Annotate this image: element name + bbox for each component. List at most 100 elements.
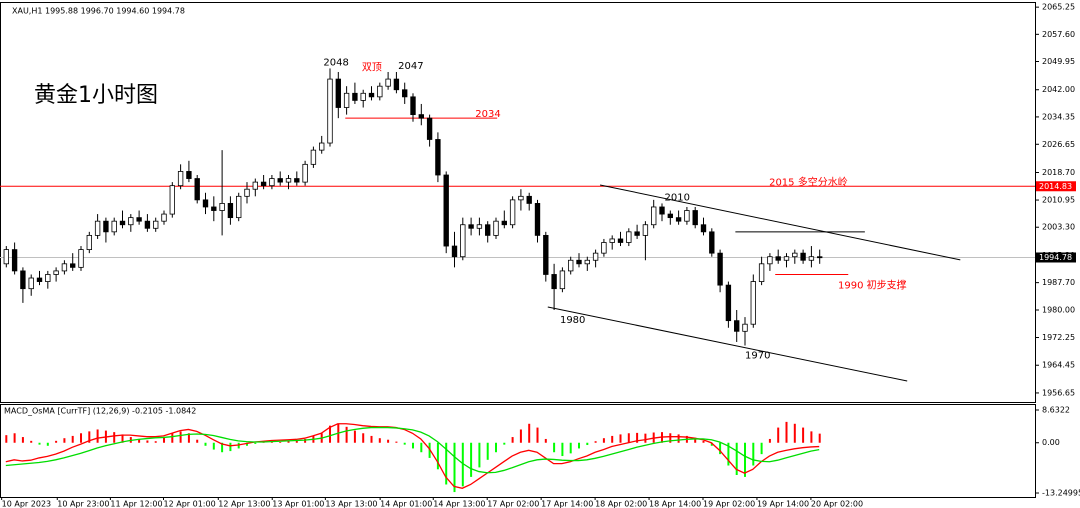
y-tick-label: 1956.65	[1042, 388, 1075, 397]
x-tick-label: 13 Apr 01:00	[272, 500, 324, 508]
histogram-bar	[403, 442, 406, 445]
candle-body	[36, 277, 43, 282]
candle-body	[136, 217, 142, 222]
candle-body	[45, 274, 51, 282]
candle-body	[800, 252, 806, 261]
candle-body	[177, 171, 184, 187]
candle-body	[418, 114, 424, 119]
histogram-bar	[5, 435, 8, 443]
candle-body	[277, 178, 283, 183]
histogram-bar	[644, 433, 647, 443]
histogram-bar	[586, 442, 589, 446]
candle-body	[534, 203, 541, 236]
histogram-bar	[362, 433, 365, 443]
histogram-bar	[287, 441, 290, 443]
candle-body	[310, 149, 317, 165]
candle-body	[20, 270, 26, 290]
x-tick-label: 17 Apr 14:00	[541, 500, 593, 508]
candle-body	[335, 78, 341, 108]
x-tick-label: 10 Apr 2023	[2, 500, 51, 508]
candle-body	[28, 277, 34, 290]
candle-body	[368, 92, 375, 98]
trendline	[547, 306, 908, 382]
candle-body	[626, 231, 632, 243]
histogram-bar	[46, 442, 49, 446]
histogram-bar	[528, 423, 531, 443]
histogram-bar	[196, 439, 199, 443]
candle-body	[543, 234, 549, 275]
histogram-bar	[179, 431, 182, 443]
y-tick-label: 2026.65	[1042, 140, 1075, 149]
histogram-bar	[212, 442, 215, 450]
indicator-line	[5, 423, 820, 489]
candle-body	[725, 284, 732, 322]
plot-layer: 2065.25 2057.60 2049.95 2042.00 2034.35 2026.…	[0, 3, 1080, 508]
histogram-bar	[611, 435, 614, 443]
y-tick-label: 1964.45	[1042, 361, 1075, 370]
histogram-bar	[461, 442, 464, 487]
histogram-bar	[793, 423, 796, 443]
histogram-bar	[38, 442, 41, 445]
histogram-bar	[246, 442, 249, 446]
histogram-bar	[495, 442, 498, 453]
histogram-bar	[55, 440, 58, 443]
histogram-bar	[412, 442, 415, 449]
candle-body	[559, 270, 566, 290]
candle-body	[817, 256, 823, 259]
y-tick-label: 2018.70	[1042, 168, 1075, 177]
candle-body	[11, 249, 18, 272]
candle-body	[219, 203, 225, 211]
histogram-bar	[88, 431, 91, 443]
histogram-bar	[138, 438, 141, 443]
histogram-bar	[752, 442, 755, 466]
candle-body	[327, 78, 333, 144]
candle-body	[128, 217, 134, 226]
candle-body	[792, 252, 798, 258]
candle-body	[435, 139, 441, 176]
histogram-bar	[569, 442, 572, 454]
candle-body	[642, 224, 649, 236]
note: 双顶	[362, 62, 382, 74]
candle-body	[634, 231, 640, 236]
y-tick-label: 0.00	[1042, 438, 1060, 447]
candle-body	[244, 188, 250, 197]
y-tick-label: 8.6322	[1042, 405, 1070, 414]
y-tick-label: 1972.25	[1042, 333, 1075, 342]
candle-body	[260, 181, 267, 187]
histogram-bar	[329, 425, 332, 443]
candle-body	[269, 178, 275, 187]
candle-body	[360, 92, 366, 101]
y-tick-label: 2003.30	[1042, 223, 1075, 232]
candle-body	[509, 199, 516, 226]
x-tick-label: 18 Apr 02:00	[595, 500, 647, 508]
histogram-bar	[627, 433, 630, 443]
histogram-bar	[187, 433, 190, 443]
histogram-bar	[511, 437, 514, 443]
candle-body	[194, 178, 200, 201]
candle-body	[3, 249, 9, 265]
candle-body	[402, 89, 408, 98]
histogram-bar	[221, 442, 224, 453]
candle-body	[576, 259, 582, 265]
x-tick-label: 18 Apr 14:00	[649, 500, 701, 508]
candle-body	[767, 256, 773, 265]
y-tick-label: 1980.00	[1042, 305, 1075, 314]
candle-body	[103, 220, 109, 233]
candle-body	[692, 210, 698, 226]
symbol-header: XAU,H1 1995.88 1996.70 1994.60 1994.78	[12, 7, 185, 16]
histogram-bar	[694, 437, 697, 443]
x-tick-label: 12 Apr 13:00	[218, 500, 270, 508]
candle-body	[451, 245, 458, 258]
histogram-bar	[561, 442, 564, 457]
candle-body	[734, 320, 740, 332]
histogram-bar	[636, 432, 639, 443]
histogram-bar	[304, 438, 307, 443]
y-tick-label: 2057.60	[1042, 30, 1075, 39]
candle-body	[285, 178, 292, 183]
x-tick-label: 14 Apr 13:00	[433, 500, 485, 508]
histogram-bar	[669, 433, 672, 443]
histogram-bar	[470, 442, 473, 477]
indicator-pane	[0, 404, 1036, 498]
candle-body	[443, 174, 449, 247]
